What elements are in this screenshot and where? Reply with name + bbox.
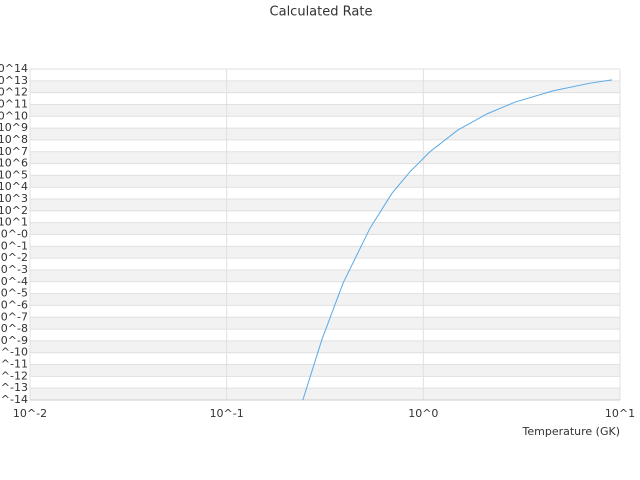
- grid-band: [30, 104, 620, 117]
- y-tick-label: 10^9: [0, 121, 28, 134]
- y-tick-label: 10^-11: [0, 358, 28, 371]
- grid-band: [30, 317, 620, 330]
- y-tick-label: 10^12: [0, 86, 28, 99]
- grid-band: [30, 364, 620, 377]
- grid-band: [30, 269, 620, 282]
- y-tick-label: 10^14: [0, 62, 28, 75]
- y-tick-label: 10^-8: [0, 322, 28, 335]
- y-tick-label: 10^-0: [0, 228, 28, 241]
- x-tick-label: 10^1: [605, 407, 635, 420]
- grid-band: [30, 293, 620, 306]
- y-tick-label: 10^2: [0, 204, 28, 217]
- y-tick-label: 10^-6: [0, 298, 28, 311]
- grid-band: [30, 151, 620, 164]
- y-tick-label: 10^-12: [0, 369, 28, 382]
- y-tick-label: 10^-5: [0, 287, 28, 300]
- x-tick-label: 10^-1: [210, 407, 244, 420]
- x-axis-label: Temperature (GK): [522, 425, 621, 438]
- grid-band: [30, 80, 620, 93]
- y-tick-label: 10^1: [0, 216, 28, 229]
- y-tick-label: 10^-10: [0, 346, 28, 359]
- y-tick-label: 10^-1: [0, 239, 28, 252]
- y-tick-label: 10^13: [0, 74, 28, 87]
- y-tick-label: 10^-4: [0, 275, 28, 288]
- grid-band: [30, 175, 620, 188]
- grid-band: [30, 340, 620, 353]
- y-tick-label: 10^10: [0, 109, 28, 122]
- x-tick-label: 10^0: [408, 407, 438, 420]
- y-tick-label: 10^5: [0, 168, 28, 181]
- y-tick-label: 10^-2: [0, 251, 28, 264]
- y-tick-label: 10^11: [0, 97, 28, 110]
- bands: [30, 80, 620, 400]
- grid-band: [30, 128, 620, 140]
- chart-title: Calculated Rate: [270, 5, 373, 20]
- y-tick-label: 10^6: [0, 157, 28, 170]
- y-tick-label: 10^-14: [0, 393, 28, 406]
- y-tick-label: 10^8: [0, 133, 28, 146]
- grid-band: [30, 199, 620, 211]
- data-line: [302, 79, 613, 400]
- y-tick-label: 10^-9: [0, 334, 28, 347]
- x-tick-label: 10^-2: [13, 407, 47, 420]
- y-tick-label: 10^-13: [0, 381, 28, 394]
- y-tick-label: 10^4: [0, 180, 28, 193]
- y-tick-label: 10^-3: [0, 263, 28, 276]
- grid-band: [30, 388, 620, 400]
- y-tick-label: 10^-7: [0, 310, 28, 323]
- grid-band: [30, 222, 620, 235]
- y-tick-label: 10^7: [0, 145, 28, 158]
- grid-band: [30, 246, 620, 259]
- y-tick-label: 10^3: [0, 192, 28, 205]
